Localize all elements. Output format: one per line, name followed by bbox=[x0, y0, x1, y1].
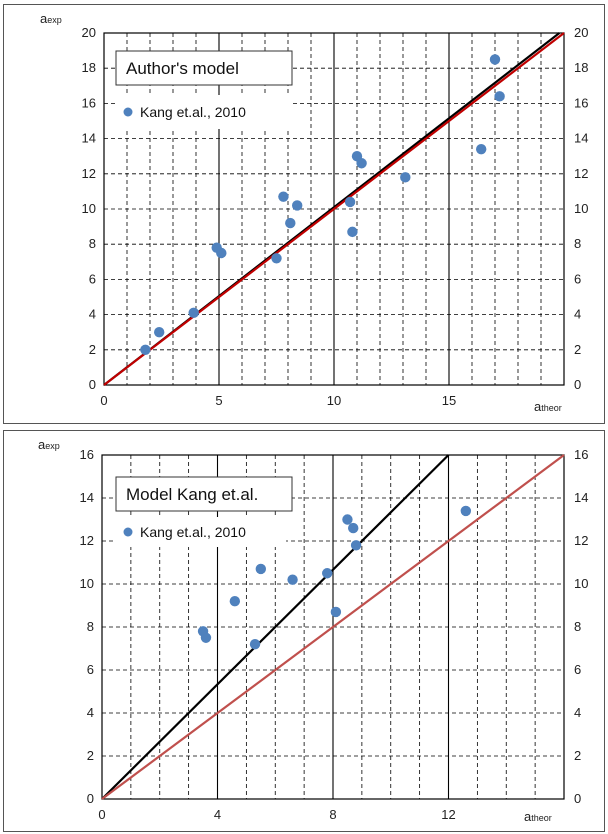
legend-series-label: Kang et.al., 2010 bbox=[140, 524, 246, 540]
right-tick-label: 2 bbox=[574, 748, 581, 763]
right-tick-label: 14 bbox=[574, 131, 588, 146]
x-axis-label: atheor bbox=[524, 809, 552, 824]
legend-marker bbox=[124, 528, 133, 537]
y-tick-label: 4 bbox=[87, 705, 94, 720]
data-point bbox=[140, 345, 150, 355]
data-point bbox=[494, 91, 504, 101]
right-tick-label: 10 bbox=[574, 576, 588, 591]
kang-model-chart: 0 2 4 6 8 10 12 14 16 0 2 4 6 8 10 12 14 16 0 4 8 12 aexp atheo… bbox=[4, 431, 604, 831]
y-tick-label: 6 bbox=[87, 662, 94, 677]
x-tick-label: 8 bbox=[329, 807, 336, 822]
data-point bbox=[351, 540, 361, 550]
right-tick-label: 2 bbox=[574, 342, 581, 357]
y-tick-label: 4 bbox=[89, 307, 96, 322]
right-tick-label: 8 bbox=[574, 236, 581, 251]
y-tick-label: 2 bbox=[89, 342, 96, 357]
legend-title: Model Kang et.al. bbox=[126, 485, 258, 504]
y-axis-label: aexp bbox=[38, 437, 60, 452]
data-point bbox=[331, 607, 341, 617]
y-tick-label: 0 bbox=[89, 377, 96, 392]
x-axis-label: atheor bbox=[534, 399, 562, 414]
data-point bbox=[322, 568, 332, 578]
x-tick-label: 10 bbox=[327, 393, 341, 408]
data-point bbox=[461, 506, 471, 516]
right-tick-label: 14 bbox=[574, 490, 588, 505]
data-point bbox=[292, 200, 302, 210]
data-point bbox=[342, 514, 352, 524]
y-tick-label: 16 bbox=[80, 447, 94, 462]
right-tick-label: 4 bbox=[574, 307, 581, 322]
data-point bbox=[490, 54, 500, 64]
right-tick-label: 6 bbox=[574, 271, 581, 286]
data-point bbox=[230, 596, 240, 606]
data-point bbox=[348, 523, 358, 533]
y-tick-label: 0 bbox=[87, 791, 94, 806]
data-point bbox=[271, 253, 281, 263]
data-point bbox=[250, 639, 260, 649]
data-point bbox=[285, 218, 295, 228]
y-tick-label: 8 bbox=[89, 236, 96, 251]
right-tick-label: 8 bbox=[574, 619, 581, 634]
x-tick-label: 4 bbox=[214, 807, 221, 822]
right-tick-label: 16 bbox=[574, 447, 588, 462]
data-point bbox=[356, 158, 366, 168]
right-tick-label: 16 bbox=[574, 95, 588, 110]
right-tick-label: 12 bbox=[574, 166, 588, 181]
legend-marker bbox=[124, 108, 133, 117]
data-point bbox=[347, 227, 357, 237]
x-tick-label: 15 bbox=[442, 393, 456, 408]
y-tick-label: 2 bbox=[87, 748, 94, 763]
y-tick-label: 18 bbox=[82, 60, 96, 75]
data-point bbox=[400, 172, 410, 182]
y-tick-label: 12 bbox=[80, 533, 94, 548]
data-point bbox=[278, 191, 288, 201]
right-tick-label: 10 bbox=[574, 201, 588, 216]
legend-title: Author's model bbox=[126, 59, 239, 78]
right-tick-label: 12 bbox=[574, 533, 588, 548]
legend-series-label: Kang et.al., 2010 bbox=[140, 104, 246, 120]
y-tick-label: 10 bbox=[82, 201, 96, 216]
y-tick-label: 10 bbox=[80, 576, 94, 591]
data-point bbox=[287, 575, 297, 585]
y-axis-label: aexp bbox=[40, 11, 62, 26]
y-tick-label: 8 bbox=[87, 619, 94, 634]
y-tick-label: 6 bbox=[89, 271, 96, 286]
right-tick-label: 6 bbox=[574, 662, 581, 677]
y-tick-label: 20 bbox=[82, 25, 96, 40]
data-point bbox=[189, 308, 199, 318]
data-point bbox=[476, 144, 486, 154]
data-point bbox=[256, 564, 266, 574]
x-tick-label: 5 bbox=[215, 393, 222, 408]
data-point bbox=[345, 197, 355, 207]
top-chart-panel: 0 2 4 6 8 10 12 14 16 18 20 0 2 4 6 8 10 12 14 16 18 20 0 5 10 15… bbox=[3, 4, 605, 424]
y-tick-label: 14 bbox=[82, 131, 96, 146]
y-tick-label: 16 bbox=[82, 95, 96, 110]
data-point bbox=[154, 327, 164, 337]
y-tick-label: 14 bbox=[80, 490, 94, 505]
x-tick-label: 0 bbox=[100, 393, 107, 408]
right-tick-label: 18 bbox=[574, 60, 588, 75]
right-tick-label: 20 bbox=[574, 25, 588, 40]
right-tick-label: 0 bbox=[574, 377, 581, 392]
x-tick-label: 12 bbox=[441, 807, 455, 822]
right-tick-label: 0 bbox=[574, 791, 581, 806]
right-tick-label: 4 bbox=[574, 705, 581, 720]
author-model-chart: 0 2 4 6 8 10 12 14 16 18 20 0 2 4 6 8 10 12 14 16 18 20 0 5 10 15… bbox=[4, 5, 604, 423]
data-point bbox=[216, 248, 226, 258]
bottom-chart-panel: 0 2 4 6 8 10 12 14 16 0 2 4 6 8 10 12 14 16 0 4 8 12 aexp atheo… bbox=[3, 430, 605, 832]
x-tick-label: 0 bbox=[98, 807, 105, 822]
y-tick-label: 12 bbox=[82, 166, 96, 181]
data-point bbox=[201, 633, 211, 643]
